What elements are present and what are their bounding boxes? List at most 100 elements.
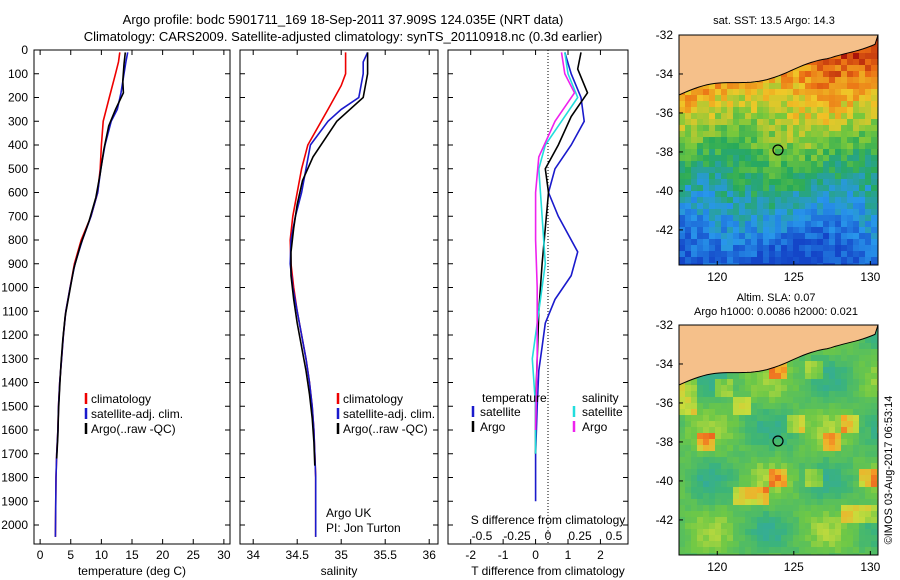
- heatmap-cell: [697, 155, 703, 161]
- heatmap-cell: [745, 149, 751, 155]
- heatmap-cell: [739, 131, 745, 137]
- heatmap-cell: [727, 529, 733, 535]
- heatmap-cell: [721, 113, 727, 119]
- heatmap-cell: [823, 191, 829, 197]
- heatmap-cell: [799, 227, 805, 233]
- heatmap-cell: [835, 101, 841, 107]
- heatmap-cell: [715, 397, 721, 403]
- heatmap-cell: [757, 197, 763, 203]
- heatmap-cell: [865, 185, 871, 191]
- heatmap-cell: [859, 257, 865, 263]
- heatmap-cell: [811, 197, 817, 203]
- heatmap-cell: [769, 113, 775, 119]
- heatmap-cell: [829, 553, 835, 555]
- heatmap-cell: [835, 65, 841, 71]
- heatmap-cell: [787, 89, 793, 95]
- legend-label-argo: Argo(..raw -QC): [91, 422, 176, 436]
- heatmap-cell: [739, 89, 745, 95]
- heatmap-cell: [853, 173, 859, 179]
- salinity-axis-label: salinity: [321, 564, 358, 578]
- heatmap-cell: [703, 397, 709, 403]
- heatmap-cell: [703, 107, 709, 113]
- x-tick-label: 25: [187, 548, 201, 562]
- heatmap-cell: [703, 137, 709, 143]
- heatmap-cell: [817, 451, 823, 457]
- heatmap-cell: [847, 53, 853, 59]
- heatmap-cell: [679, 173, 685, 179]
- heatmap-cell: [835, 427, 841, 433]
- heatmap-cell: [829, 397, 835, 403]
- heatmap-cell: [847, 215, 853, 221]
- heatmap-cell: [847, 83, 853, 89]
- heatmap-cell: [847, 343, 853, 349]
- heatmap-cell: [787, 469, 793, 475]
- heatmap-cell: [799, 433, 805, 439]
- heatmap-cell: [829, 427, 835, 433]
- heatmap-cell: [871, 511, 877, 517]
- heatmap-cell: [823, 131, 829, 137]
- heatmap-cell: [733, 547, 739, 553]
- heatmap-cell: [715, 517, 721, 523]
- heatmap-cell: [871, 173, 877, 179]
- heatmap-cell: [685, 409, 691, 415]
- heatmap-cell: [745, 505, 751, 511]
- heatmap-cell: [739, 433, 745, 439]
- heatmap-cell: [733, 481, 739, 487]
- heatmap-cell: [745, 385, 751, 391]
- heatmap-cell: [871, 523, 877, 529]
- heatmap-cell: [679, 125, 685, 131]
- heatmap-cell: [781, 415, 787, 421]
- heatmap-cell: [811, 433, 817, 439]
- heatmap-cell: [715, 233, 721, 239]
- heatmap-cell: [871, 143, 877, 149]
- heatmap-cell: [685, 119, 691, 125]
- heatmap-cell: [835, 137, 841, 143]
- heatmap-cell: [751, 457, 757, 463]
- y-tick-label: 200: [8, 91, 28, 105]
- heatmap-cell: [739, 385, 745, 391]
- heatmap-cell: [745, 445, 751, 451]
- heatmap-cell: [721, 403, 727, 409]
- heatmap-cell: [757, 553, 763, 555]
- heatmap-cell: [691, 433, 697, 439]
- heatmap-cell: [859, 77, 865, 83]
- heatmap-cell: [733, 439, 739, 445]
- heatmap-cell: [703, 391, 709, 397]
- s-difference-tick-label: -0.25: [503, 529, 531, 543]
- heatmap-cell: [799, 499, 805, 505]
- heatmap-cell: [697, 475, 703, 481]
- heatmap-cell: [793, 493, 799, 499]
- heatmap-cell: [709, 107, 715, 113]
- heatmap-cell: [805, 529, 811, 535]
- heatmap-cell: [691, 167, 697, 173]
- heatmap-cell: [829, 119, 835, 125]
- heatmap-cell: [835, 535, 841, 541]
- map-y-tick-label: -36: [656, 106, 674, 120]
- heatmap-cell: [871, 95, 877, 101]
- heatmap-cell: [781, 161, 787, 167]
- heatmap-cell: [859, 155, 865, 161]
- heatmap-cell: [721, 373, 727, 379]
- sla-map-float-marker: [772, 435, 784, 447]
- heatmap-cell: [709, 131, 715, 137]
- heatmap-cell: [715, 239, 721, 245]
- heatmap-cell: [685, 523, 691, 529]
- heatmap-cell: [835, 125, 841, 131]
- heatmap-cell: [679, 409, 685, 415]
- heatmap-cell: [805, 83, 811, 89]
- heatmap-cell: [865, 403, 871, 409]
- heatmap-cell: [793, 541, 799, 547]
- heatmap-cell: [709, 541, 715, 547]
- heatmap-cell: [829, 77, 835, 83]
- heatmap-cell: [769, 119, 775, 125]
- heatmap-cell: [847, 59, 853, 65]
- heatmap-cell: [853, 209, 859, 215]
- heatmap-cell: [829, 227, 835, 233]
- difference-panel: -2 -1 0 1 2 S difference from climatology -0…: [447, 49, 629, 578]
- heatmap-cell: [865, 463, 871, 469]
- heatmap-cell: [793, 71, 799, 77]
- heatmap-cell: [793, 427, 799, 433]
- heatmap-cell: [841, 131, 847, 137]
- heatmap-cell: [781, 227, 787, 233]
- heatmap-cell: [865, 445, 871, 451]
